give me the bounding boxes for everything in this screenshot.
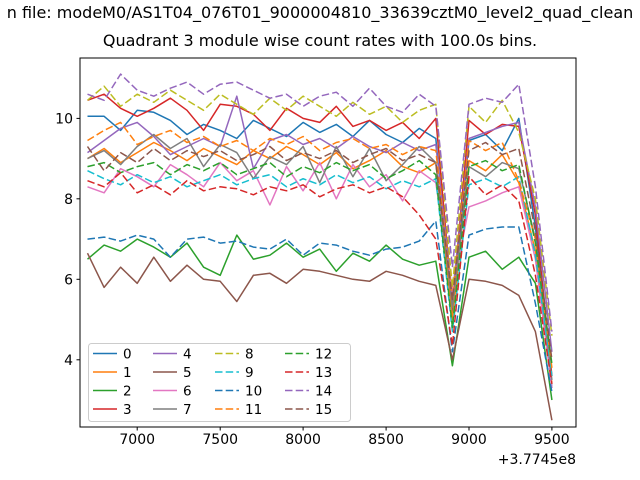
y-tick-label: 10 <box>55 111 73 127</box>
legend-label-6: 6 <box>183 383 192 399</box>
series-line-2 <box>87 234 553 401</box>
x-tick-label: 7500 <box>202 432 238 448</box>
series-line-14 <box>87 73 553 332</box>
series-line-13 <box>87 171 553 385</box>
legend-label-1: 1 <box>123 365 132 381</box>
legend-label-15: 15 <box>315 402 332 418</box>
legend-label-2: 2 <box>123 383 132 399</box>
y-tick-label: 6 <box>64 272 73 288</box>
legend-label-3: 3 <box>123 402 132 418</box>
legend-label-5: 5 <box>183 365 192 381</box>
series-line-11 <box>87 121 553 368</box>
legend-label-9: 9 <box>245 365 254 381</box>
series-line-4 <box>87 95 553 352</box>
x-tick-label: 7000 <box>119 432 155 448</box>
series-line-6 <box>87 161 553 389</box>
legend-label-7: 7 <box>183 402 192 418</box>
legend-label-11: 11 <box>245 402 262 418</box>
series-line-12 <box>87 159 553 364</box>
x-tick-label: 9500 <box>534 432 570 448</box>
y-tick-label: 8 <box>64 192 73 208</box>
legend-label-8: 8 <box>245 346 254 362</box>
series-line-5 <box>86 252 553 421</box>
series-line-8 <box>87 85 553 336</box>
y-tick-label: 4 <box>64 353 73 369</box>
axes-frame <box>79 57 577 428</box>
x-tick-label: 8000 <box>285 432 321 448</box>
legend-label-0: 0 <box>123 346 132 362</box>
legend-label-4: 4 <box>183 346 192 362</box>
series-line-7 <box>87 133 553 380</box>
series-line-0 <box>87 109 553 389</box>
legend-frame <box>88 343 351 422</box>
axes-title: Quadrant 3 module wise count rates with … <box>102 31 538 50</box>
legend-label-12: 12 <box>315 346 332 362</box>
legend-label-14: 14 <box>315 383 332 399</box>
legend-label-13: 13 <box>315 365 332 381</box>
series-line-9 <box>87 170 553 377</box>
series-line-3 <box>87 93 553 376</box>
series-line-15 <box>86 141 553 360</box>
legend-label-10: 10 <box>245 383 262 399</box>
x-tick-label: 8500 <box>368 432 404 448</box>
x-axis-offset-label: +3.7745e8 <box>498 452 576 468</box>
x-tick-label: 9000 <box>451 432 487 448</box>
figure-title: n file: modeM0/AS1T04_076T01_9000004810_… <box>6 3 634 22</box>
